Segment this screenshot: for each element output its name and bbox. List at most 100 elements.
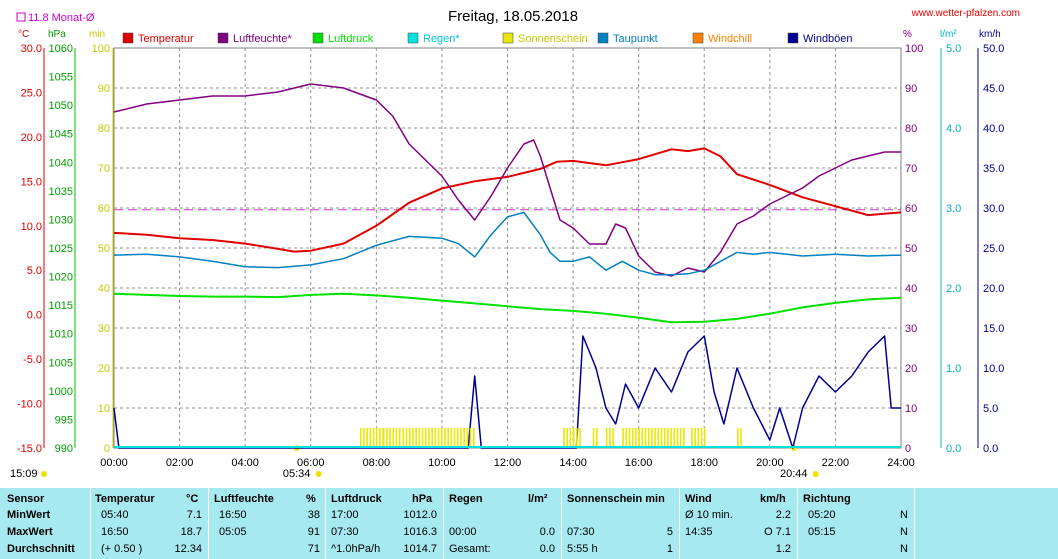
- sun-tick-label: 0: [104, 443, 110, 455]
- pressure-tick-label: 1035: [49, 186, 73, 198]
- series-line-2: [113, 292, 902, 324]
- pressure-tick-label: 1060: [49, 43, 73, 55]
- table-cell-w_time: Ø 10 min.: [685, 509, 733, 521]
- sunset-sun-icon: [812, 471, 819, 477]
- temp-tick-label: -10.0: [17, 399, 42, 411]
- hdr-press: Luftdruck: [331, 493, 382, 505]
- sunshine-bar: [460, 428, 462, 448]
- table-cell-s_time: 5:55 h: [567, 543, 598, 555]
- wind-tick-label: 10.0: [983, 363, 1004, 375]
- sunshine-bar: [667, 428, 669, 448]
- weather-chart: Freitag, 18.05.2018 www.wetter-pfalzen.c…: [10, 8, 1020, 480]
- table-cell-h_time: 05:05: [219, 526, 247, 538]
- series-layer: [113, 83, 902, 449]
- sunshine-bar: [444, 428, 446, 448]
- sun-tick-label: 80: [98, 123, 110, 135]
- wind-tick-label: 0.0: [983, 443, 998, 455]
- legend-swatch: [502, 32, 514, 44]
- series-line-3: [113, 211, 902, 276]
- hdr-hum: Luftfeuchte: [214, 493, 274, 505]
- sunshine-bar: [375, 428, 378, 448]
- humidity-tick-label: 10: [905, 403, 917, 415]
- hdr-temp-unit: °C: [186, 493, 199, 505]
- table-cell-p_val: 1016.3: [403, 526, 437, 538]
- time-tick-label: 18:00: [690, 457, 718, 469]
- legend: Temperatur Luftfeuchte* Luftdruck Regen* Son…: [122, 32, 853, 45]
- table-cell-p_time: 17:00: [331, 509, 359, 521]
- humidity-tick-label: 40: [905, 283, 917, 295]
- sunshine-bar: [691, 428, 693, 448]
- table-cell-d_time: 05:20: [808, 509, 836, 521]
- table-cell-p_time: ^1.0hPa/h: [331, 543, 381, 555]
- sunshine-bar: [366, 428, 368, 448]
- humidity-tick-label: 60: [905, 203, 917, 215]
- site-url[interactable]: www.wetter-pfalzen.com: [911, 8, 1020, 19]
- sunshine-bar: [418, 428, 421, 448]
- table-cell-h_time: 16:50: [219, 509, 247, 521]
- sunshine-bar: [386, 428, 388, 448]
- wind-tick-label: 5.0: [983, 403, 998, 415]
- sun-tick-label: 40: [98, 283, 110, 295]
- time-tick-label: 06:00: [297, 457, 325, 469]
- sunshine-bar: [398, 428, 401, 448]
- sunshine-bar: [424, 428, 427, 448]
- legend-label: Regen*: [423, 33, 460, 45]
- sunshine-bar: [450, 428, 453, 448]
- table-cell-t_time: (+ 0.50 ): [101, 543, 143, 555]
- pressure-tick-label: 1005: [49, 357, 73, 369]
- sunshine-bar: [673, 428, 676, 448]
- sun-tick-label: 60: [98, 203, 110, 215]
- sunshine-bar: [663, 428, 666, 448]
- table-cell-r_val: 0.0: [539, 543, 555, 555]
- hdr-wind-unit: km/h: [760, 493, 786, 505]
- sunshine-bar: [389, 428, 391, 448]
- legend-swatch: [692, 32, 704, 44]
- monthly-avg-label: 11.8 Monat-Ø: [28, 12, 95, 24]
- sunshine-bar: [625, 428, 628, 448]
- legend-label: Luftdruck: [328, 33, 374, 45]
- temp-tick-label: 10.0: [21, 221, 42, 233]
- sunshine-bar: [592, 428, 595, 448]
- time-tick-label: 16:00: [625, 457, 653, 469]
- hdr-rain: Regen: [449, 493, 483, 505]
- sunshine-bar: [644, 428, 647, 448]
- humidity-tick-label: 70: [905, 163, 917, 175]
- sunshine-bar: [421, 428, 424, 448]
- sunshine-bar: [405, 428, 408, 448]
- sunshine-bar: [647, 428, 650, 448]
- pressure-tick-label: 1045: [49, 129, 73, 141]
- right-axes: 10090807060504030201005.04.03.02.01.00.0…: [905, 43, 1004, 455]
- sunshine-bar: [676, 428, 679, 448]
- time-tick-label: 04:00: [231, 457, 259, 469]
- wind-tick-label: 20.0: [983, 283, 1004, 295]
- time-tick-label: 10:00: [428, 457, 456, 469]
- wind-tick-label: 50.0: [983, 43, 1004, 55]
- temp-tick-label: -15.0: [17, 443, 42, 455]
- temp-tick-label: 5.0: [27, 265, 42, 277]
- rain-tick-label: 2.0: [946, 283, 961, 295]
- table-cell-h_val: 38: [307, 509, 320, 521]
- table-cell-t_time: 05:40: [101, 509, 129, 521]
- sunshine-bar: [379, 428, 381, 448]
- series-line-0: [113, 147, 902, 253]
- legend-label: Taupunkt: [613, 33, 658, 45]
- sunshine-bar: [437, 428, 440, 448]
- sunshine-bar: [660, 428, 663, 448]
- pressure-tick-label: 1010: [49, 329, 73, 341]
- sunshine-bar: [363, 428, 365, 448]
- table-cell-label: MaxWert: [7, 526, 53, 538]
- sunshine-bar: [612, 428, 614, 448]
- table-cell-r_val: 0.0: [539, 526, 555, 538]
- sunshine-bar: [440, 428, 443, 448]
- sunshine-bar: [456, 428, 459, 448]
- sunshine-bar: [697, 428, 700, 448]
- time-tick-label: 20:00: [756, 457, 784, 469]
- sunshine-bar: [569, 428, 572, 448]
- table-cell-p_time: 07:30: [331, 526, 359, 538]
- time-tick-label: 00:00: [100, 457, 128, 469]
- humidity-unit: %: [903, 29, 912, 40]
- sunshine-bar: [428, 428, 430, 448]
- sunrise-sun-icon: [315, 471, 322, 477]
- sun-tick-label: 10: [98, 403, 110, 415]
- pressure-tick-label: 1015: [49, 300, 73, 312]
